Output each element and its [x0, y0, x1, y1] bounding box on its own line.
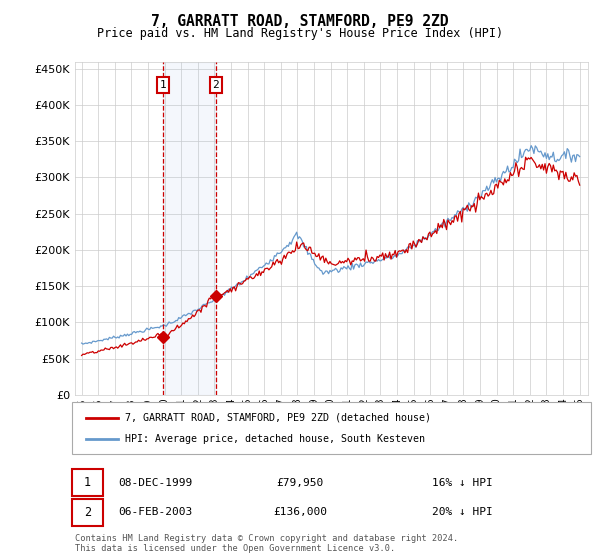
Text: 2: 2	[84, 506, 91, 519]
Bar	[163, 62, 216, 395]
Text: 08-DEC-1999: 08-DEC-1999	[118, 478, 193, 488]
Text: £136,000: £136,000	[273, 507, 327, 517]
Text: 7, GARRATT ROAD, STAMFORD, PE9 2ZD: 7, GARRATT ROAD, STAMFORD, PE9 2ZD	[151, 14, 449, 29]
Text: 1: 1	[160, 80, 167, 90]
Text: Contains HM Land Registry data © Crown copyright and database right 2024.
This d: Contains HM Land Registry data © Crown c…	[75, 534, 458, 553]
Text: 06-FEB-2003: 06-FEB-2003	[118, 507, 193, 517]
Text: 20% ↓ HPI: 20% ↓ HPI	[432, 507, 493, 517]
Text: 7, GARRATT ROAD, STAMFORD, PE9 2ZD (detached house): 7, GARRATT ROAD, STAMFORD, PE9 2ZD (deta…	[125, 413, 431, 423]
Text: 1: 1	[84, 476, 91, 489]
Text: 2: 2	[212, 80, 220, 90]
Text: Price paid vs. HM Land Registry's House Price Index (HPI): Price paid vs. HM Land Registry's House …	[97, 27, 503, 40]
Text: HPI: Average price, detached house, South Kesteven: HPI: Average price, detached house, Sout…	[125, 435, 425, 444]
Text: 16% ↓ HPI: 16% ↓ HPI	[432, 478, 493, 488]
Text: £79,950: £79,950	[277, 478, 323, 488]
